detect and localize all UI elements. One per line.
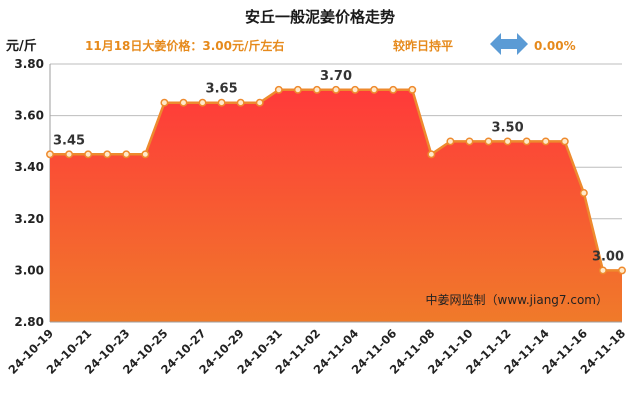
data-label: 3.65 bbox=[206, 82, 238, 97]
y-tick-label: 3.60 bbox=[14, 109, 44, 123]
data-points bbox=[46, 85, 626, 275]
data-point bbox=[408, 85, 417, 94]
price-area bbox=[50, 89, 622, 322]
y-tick-label: 3.40 bbox=[14, 160, 44, 174]
data-label: 3.70 bbox=[320, 69, 352, 84]
left-right-arrow-icon bbox=[490, 33, 528, 55]
data-point bbox=[103, 150, 112, 159]
data-point bbox=[236, 98, 245, 107]
y-tick-label: 3.80 bbox=[14, 57, 44, 71]
data-point bbox=[446, 137, 455, 146]
data-point bbox=[293, 85, 302, 94]
data-point bbox=[65, 150, 74, 159]
data-point bbox=[198, 98, 207, 107]
data-point bbox=[141, 150, 150, 159]
data-point bbox=[579, 189, 588, 197]
data-point bbox=[484, 137, 493, 146]
data-point bbox=[84, 150, 93, 159]
data-point bbox=[255, 98, 264, 107]
data-point bbox=[122, 150, 131, 159]
y-tick-label: 3.00 bbox=[14, 263, 44, 277]
data-label: 3.45 bbox=[53, 133, 85, 148]
y-unit-label: 元/斤 bbox=[6, 38, 37, 54]
y-axis: 2.80 3.00 3.20 3.40 3.60 3.80 bbox=[14, 57, 51, 329]
data-point bbox=[427, 150, 436, 159]
data-point bbox=[503, 137, 512, 146]
data-point bbox=[312, 85, 321, 94]
y-tick-label: 3.20 bbox=[14, 212, 44, 226]
data-point bbox=[46, 150, 54, 159]
data-point bbox=[332, 85, 340, 94]
compare-label: 较昨日持平 bbox=[393, 38, 453, 53]
data-point bbox=[351, 85, 360, 94]
data-label: 3.50 bbox=[492, 120, 524, 135]
data-label: 3.00 bbox=[592, 249, 624, 264]
data-point bbox=[389, 85, 398, 94]
data-point bbox=[560, 137, 569, 146]
data-point bbox=[465, 137, 474, 146]
today-price-text: 11月18日大姜价格：3.00元/斤左右 bbox=[85, 38, 284, 53]
compare-value: 0.00% bbox=[534, 39, 576, 53]
x-axis: 24-10-1924-10-2124-10-2324-10-2524-10-27… bbox=[6, 321, 628, 377]
source-credit: 中姜网监制（www.jiang7.com） bbox=[426, 292, 608, 307]
data-point bbox=[598, 266, 607, 275]
data-point bbox=[217, 98, 226, 107]
data-labels: 3.45 3.65 3.70 3.50 3.00 bbox=[53, 69, 624, 265]
data-point bbox=[160, 98, 169, 107]
data-point bbox=[274, 85, 283, 94]
data-point bbox=[370, 85, 379, 94]
data-point bbox=[618, 266, 626, 275]
y-tick-label: 2.80 bbox=[14, 315, 44, 329]
data-point bbox=[541, 137, 550, 146]
data-point bbox=[179, 98, 188, 107]
data-point bbox=[522, 137, 531, 146]
chart-title: 安丘一般泥姜价格走势 bbox=[245, 8, 395, 26]
